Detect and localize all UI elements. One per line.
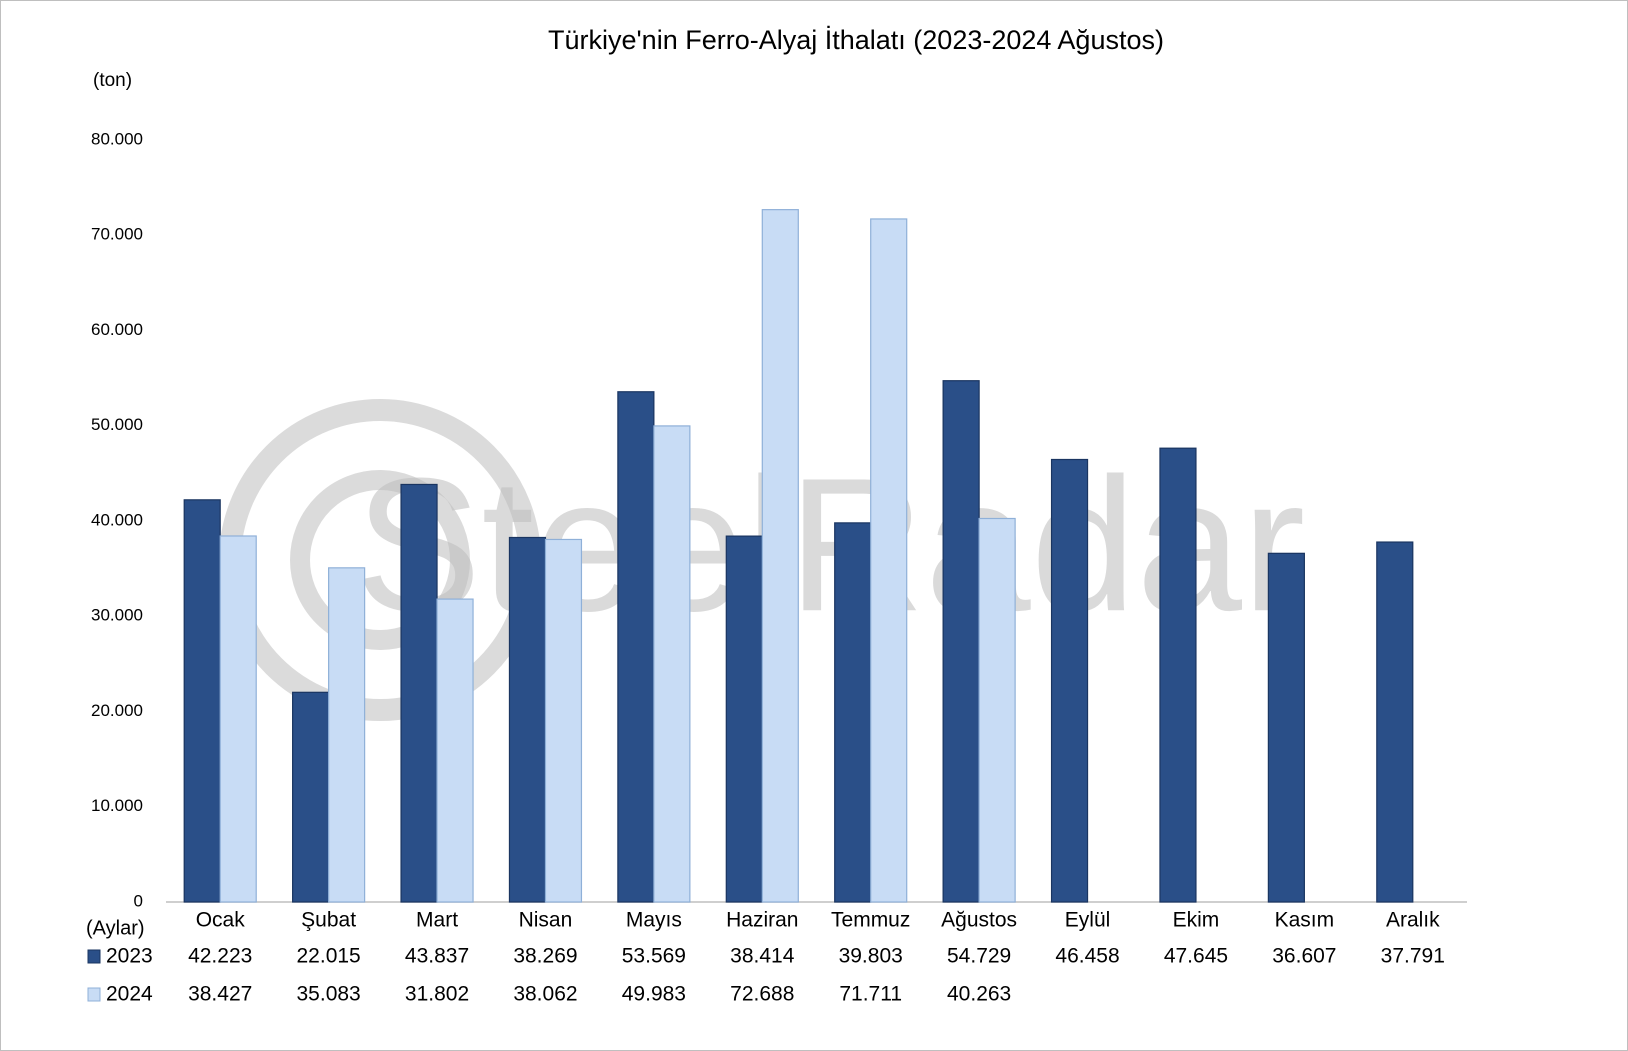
x-tick-label: Nisan xyxy=(519,909,573,932)
table-value: 71.711 xyxy=(839,983,902,1006)
bar xyxy=(617,391,655,903)
bar xyxy=(292,691,330,903)
x-tick-label: Kasım xyxy=(1275,909,1335,932)
table-value: 31.802 xyxy=(405,983,469,1006)
y-tick-label: 20.000 xyxy=(91,701,143,720)
y-tick-label: 50.000 xyxy=(91,415,143,434)
y-tick-label: 30.000 xyxy=(91,606,143,625)
x-tick-label: Mayıs xyxy=(626,909,682,932)
table-value: 38.062 xyxy=(513,983,577,1006)
table-value: 40.263 xyxy=(947,983,1011,1006)
bar xyxy=(328,567,366,903)
bar xyxy=(653,425,691,903)
x-tick-label: Temmuz xyxy=(831,909,910,932)
y-tick-label: 40.000 xyxy=(91,510,143,529)
legend-label: 2023 xyxy=(106,945,153,968)
x-tick-label: Aralık xyxy=(1386,909,1440,932)
bar xyxy=(508,536,547,903)
table-value: 35.083 xyxy=(297,983,361,1006)
legend-key xyxy=(87,949,101,964)
y-tick-label: 10.000 xyxy=(91,796,143,815)
y-axis-label: (ton) xyxy=(93,70,132,91)
y-tick-label: 60.000 xyxy=(91,320,143,339)
watermark-logo xyxy=(290,470,470,650)
x-tick-label: Ocak xyxy=(196,909,246,932)
bar xyxy=(942,380,980,903)
table-value: 38.427 xyxy=(188,983,252,1006)
chart-title: Türkiye'nin Ferro-Alyaj İthalatı (2023-2… xyxy=(548,24,1164,55)
bar xyxy=(725,535,763,903)
bar xyxy=(183,499,221,903)
table-value: 39.803 xyxy=(839,945,903,968)
x-tick-label: Mart xyxy=(416,909,458,932)
table-value: 43.837 xyxy=(405,945,469,968)
x-tick-label: Eylül xyxy=(1065,909,1111,932)
bar xyxy=(834,522,872,903)
y-tick-label: 70.000 xyxy=(91,225,143,244)
table-value: 36.607 xyxy=(1272,945,1336,968)
bar xyxy=(544,538,583,903)
table-value: 54.729 xyxy=(947,945,1011,968)
x-tick-label: Ekim xyxy=(1173,909,1220,932)
table-value: 37.791 xyxy=(1381,945,1445,968)
x-tick-label: Haziran xyxy=(726,909,798,932)
bar xyxy=(1376,541,1414,903)
table-value: 46.458 xyxy=(1055,945,1119,968)
table-value: 49.983 xyxy=(622,983,686,1006)
bar xyxy=(761,209,799,903)
bar xyxy=(1267,552,1305,903)
bar xyxy=(1050,458,1089,903)
table-value: 72.688 xyxy=(730,983,794,1006)
x-tick-label: Ağustos xyxy=(941,909,1017,932)
legend-label: 2024 xyxy=(106,983,153,1006)
table-value: 22.015 xyxy=(297,945,361,968)
x-axis-label: (Aylar) xyxy=(86,917,145,939)
bar xyxy=(870,218,908,903)
y-tick-label: 0 xyxy=(134,891,143,910)
y-tick-label: 80.000 xyxy=(91,129,143,148)
bar xyxy=(219,535,257,903)
legend-key xyxy=(87,987,101,1002)
table-value: 38.414 xyxy=(730,945,795,968)
table-value: 42.223 xyxy=(188,945,252,968)
table-value: 38.269 xyxy=(513,945,577,968)
bar xyxy=(978,517,1016,903)
table-value: 53.569 xyxy=(622,945,686,968)
x-tick-label: Şubat xyxy=(301,909,356,932)
bar xyxy=(436,598,474,903)
bar xyxy=(400,483,438,903)
table-value: 47.645 xyxy=(1164,945,1228,968)
bar xyxy=(1159,447,1197,903)
